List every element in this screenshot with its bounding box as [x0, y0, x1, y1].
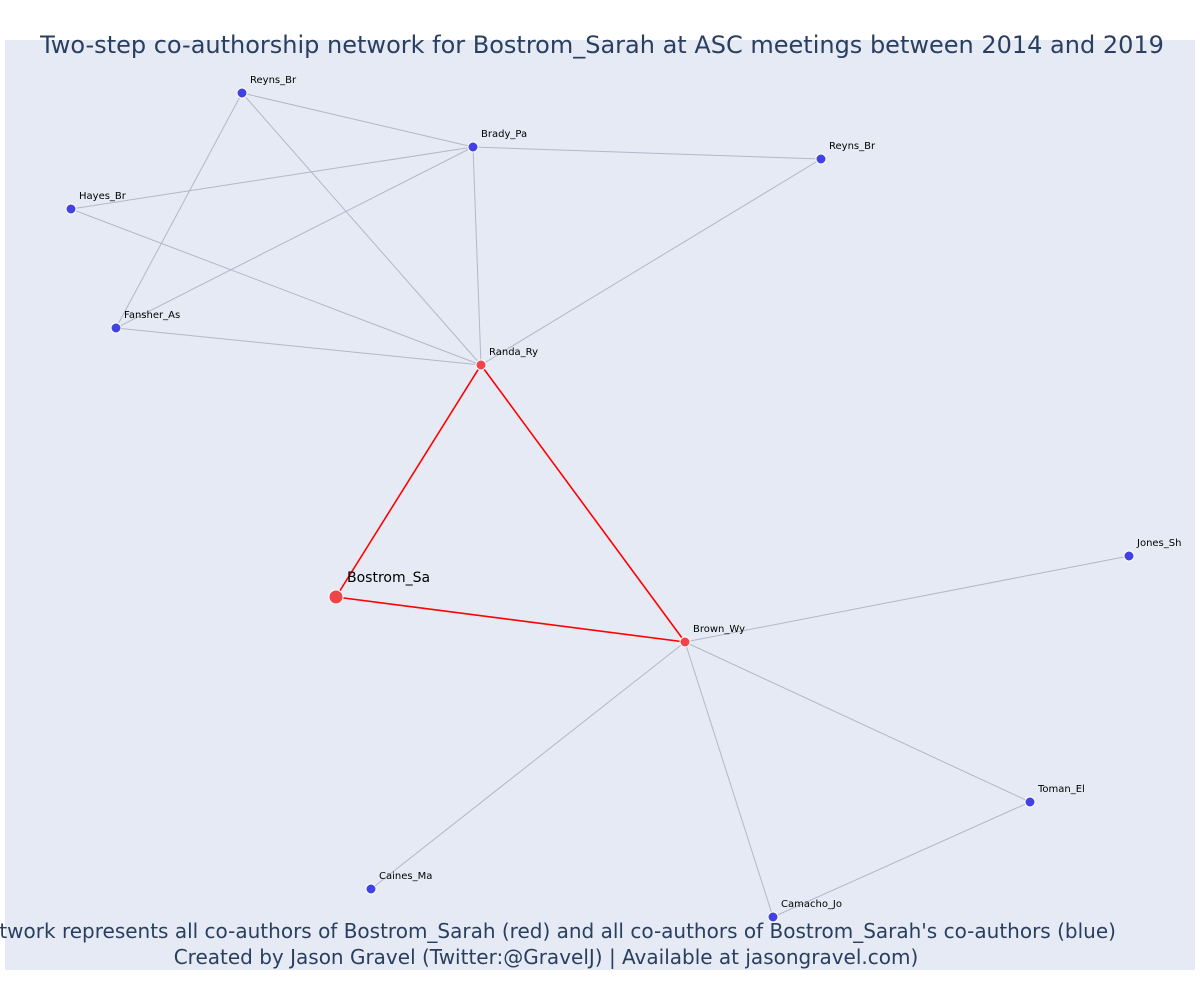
edge-brown-jones — [684, 555, 1130, 643]
edge-toman-camacho — [772, 801, 1031, 918]
edges-layer — [70, 92, 1130, 918]
edge-brown-toman — [684, 641, 1031, 803]
node-jones[interactable] — [1123, 550, 1135, 562]
node-randa[interactable] — [475, 359, 487, 371]
edge-brady-reyns2 — [472, 146, 822, 160]
node-label-brady: Brady_Pa — [481, 129, 527, 140]
edge-hayes-randa — [70, 208, 482, 366]
edge-fansher-randa — [115, 327, 482, 366]
node-label-randa: Randa_Ry — [489, 347, 538, 358]
edge-brady-fansher — [115, 146, 474, 329]
caption-line-1: Network represents all co-authors of Bos… — [0, 919, 1116, 943]
edge-brown-camacho — [684, 641, 774, 918]
node-label-bostrom: Bostrom_Sa — [347, 570, 430, 586]
node-brown[interactable] — [679, 636, 691, 648]
node-reyns2[interactable] — [815, 153, 827, 165]
edge-bostrom-brown — [335, 596, 686, 643]
node-label-caines: Caines_Ma — [379, 871, 432, 882]
plot-background — [5, 40, 1195, 970]
edge-reyns1-brady — [241, 92, 474, 148]
node-bostrom[interactable] — [328, 589, 344, 605]
edge-brady-randa — [472, 146, 482, 366]
edge-reyns1-fansher — [115, 92, 243, 329]
node-label-brown: Brown_Wy — [693, 624, 745, 635]
nodes-layer — [65, 87, 1135, 923]
node-label-reyns1: Reyns_Br — [250, 75, 297, 86]
node-label-fansher: Fansher_As — [124, 310, 180, 321]
caption-line-2: Created by Jason Gravel (Twitter:@Gravel… — [174, 945, 919, 969]
edge-brown-caines — [370, 641, 686, 890]
node-camacho[interactable] — [767, 911, 779, 923]
diagram-title: Two-step co-authorship network for Bostr… — [39, 31, 1164, 59]
edge-brady-hayes — [70, 146, 474, 210]
node-label-camacho: Camacho_Jo — [781, 899, 842, 910]
node-label-jones: Jones_Sh — [1136, 538, 1181, 549]
edge-reyns2-randa — [480, 158, 822, 366]
edge-randa-brown — [480, 364, 686, 643]
node-brady[interactable] — [467, 141, 479, 153]
node-hayes[interactable] — [65, 203, 77, 215]
node-caines[interactable] — [365, 883, 377, 895]
node-reyns1[interactable] — [236, 87, 248, 99]
labels-layer: Bostrom_Sa Randa_Ry Brown_Wy Reyns_Br Brady_… — [79, 75, 1181, 910]
node-fansher[interactable] — [110, 322, 122, 334]
node-label-toman: Toman_El — [1037, 784, 1085, 795]
edge-bostrom-randa — [335, 364, 482, 598]
node-toman[interactable] — [1024, 796, 1036, 808]
node-label-hayes: Hayes_Br — [79, 191, 127, 202]
edge-reyns1-randa — [241, 92, 482, 366]
node-label-reyns2: Reyns_Br — [829, 141, 876, 152]
